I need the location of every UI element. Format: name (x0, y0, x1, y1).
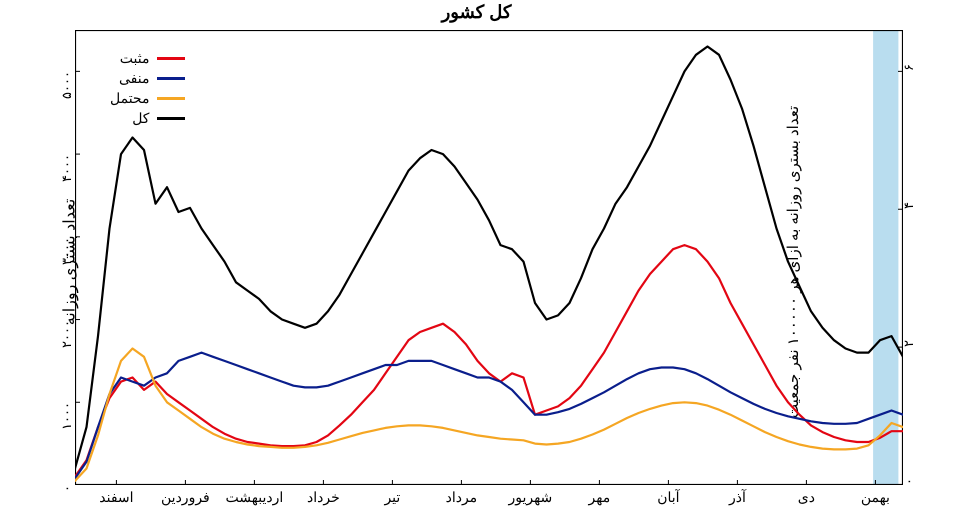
x-tick: تیر (384, 489, 400, 506)
x-tick: اسفند (99, 489, 133, 506)
legend: مثبت منفی محتمل کل (110, 48, 185, 128)
y-tick-left: ۴۰۰۰ (59, 154, 75, 198)
legend-label: منفی (119, 70, 149, 87)
y-tick-left: ۱۰۰۰ (59, 402, 75, 446)
chart-title: کل کشور (0, 2, 953, 23)
x-tick: فروردین (161, 489, 210, 506)
y-tick-left: ۰ (59, 485, 75, 524)
legend-label: کل (132, 110, 149, 127)
y-tick-left: ۵۰۰۰ (59, 71, 75, 115)
y-tick-left: ۳۰۰۰ (59, 237, 75, 281)
y-tick-right: ۶ (901, 51, 917, 71)
legend-swatch (157, 97, 185, 100)
x-tick: آذر (729, 489, 746, 506)
legend-item: منفی (110, 68, 185, 88)
legend-label: مثبت (120, 50, 150, 67)
legend-swatch (157, 57, 185, 60)
x-tick: مرداد (446, 489, 478, 506)
x-tick: خرداد (307, 489, 340, 506)
x-tick: اردیبهشت (226, 489, 284, 506)
y-tick-right: ۴ (901, 189, 917, 209)
plot-area (75, 30, 903, 485)
legend-item: مثبت (110, 48, 185, 68)
y-tick-left: ۲۰۰۰ (59, 320, 75, 364)
x-tick: بهمن (861, 489, 890, 506)
x-tick: شهریور (508, 489, 552, 506)
legend-swatch (157, 117, 185, 120)
x-tick: دی (798, 489, 815, 506)
y-tick-right: ۰ (901, 465, 917, 485)
legend-swatch (157, 77, 185, 80)
chart-container: کل کشور تعداد بستری روزانه تعداد بستری ر… (0, 0, 953, 524)
legend-item: کل (110, 108, 185, 128)
x-tick: مهر (589, 489, 611, 506)
x-tick: آبان (657, 489, 679, 506)
legend-item: محتمل (110, 88, 185, 108)
y-tick-right: ۲ (901, 327, 917, 347)
legend-label: محتمل (110, 90, 149, 107)
